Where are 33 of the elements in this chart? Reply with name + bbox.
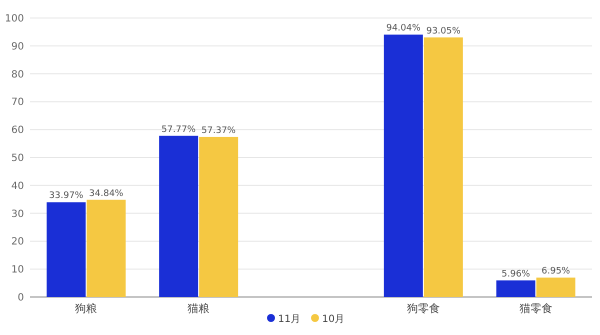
data-label: 34.84% (89, 188, 124, 199)
bar (199, 136, 238, 297)
bar (384, 34, 423, 297)
data-label: 5.96% (502, 269, 531, 280)
data-label: 94.04% (386, 24, 421, 34)
y-tick-label: 80 (11, 69, 24, 80)
bar (159, 136, 198, 297)
bar (424, 37, 463, 297)
data-label: 57.37% (201, 126, 236, 136)
x-tick-label: 猫粮 (188, 302, 210, 315)
y-tick-label: 0 (18, 292, 24, 304)
x-tick-label: 狗零食 (406, 302, 440, 315)
y-tick-label: 70 (11, 97, 24, 108)
y-tick-label: 20 (11, 236, 24, 248)
y-tick-label: 60 (11, 125, 24, 136)
bar (46, 202, 86, 297)
bar (496, 280, 536, 297)
legend-label: 10月 (322, 314, 345, 325)
y-tick-label: 10 (11, 264, 24, 276)
data-label: 6.95% (542, 266, 571, 277)
x-tick-label: 狗粮 (75, 302, 98, 315)
data-label: 33.97% (49, 191, 84, 202)
y-tick-label: 90 (11, 41, 24, 52)
legend-label: 11月 (278, 314, 301, 325)
y-tick-label: 40 (11, 180, 24, 192)
bar (536, 278, 576, 297)
y-tick-label: 30 (11, 208, 24, 220)
x-tick-label: 猫零食 (519, 302, 552, 315)
bar (86, 200, 126, 297)
data-label: 93.05% (426, 26, 461, 36)
y-tick-label: 100 (4, 14, 24, 24)
y-tick-label: 50 (11, 153, 24, 164)
data-label: 57.77% (161, 124, 196, 135)
